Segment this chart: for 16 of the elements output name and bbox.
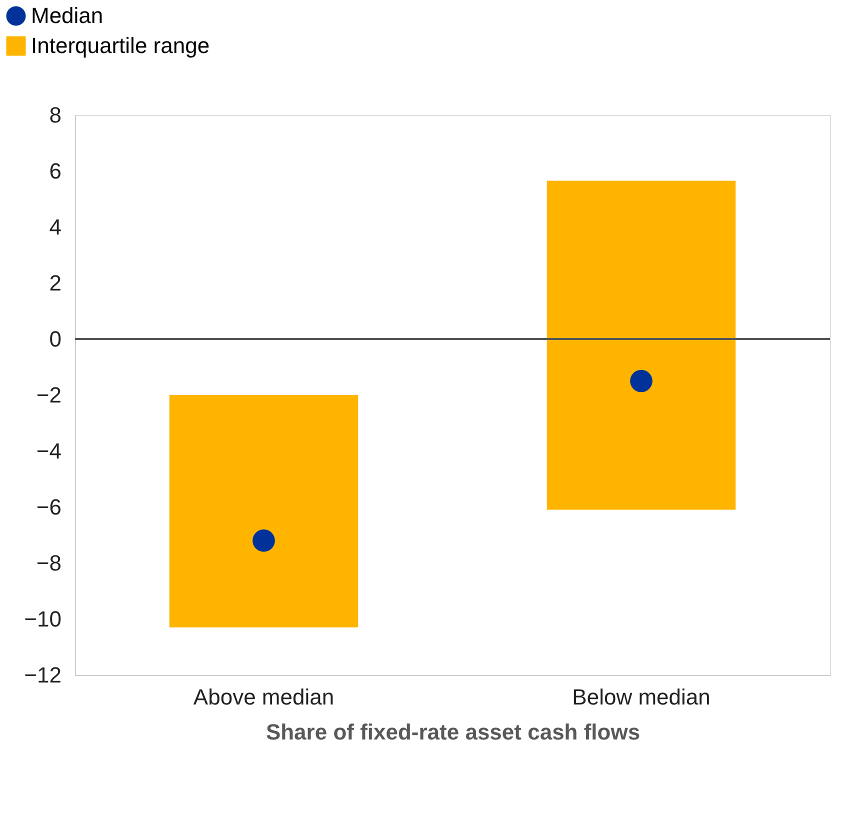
y-tick-label: −6 xyxy=(36,494,62,520)
x-tick-label: Below median xyxy=(572,684,710,710)
y-tick-label: −4 xyxy=(36,438,62,464)
x-tick-label: Above median xyxy=(193,684,334,710)
x-axis-title: Share of fixed-rate asset cash flows xyxy=(266,720,640,744)
y-tick-label: −10 xyxy=(24,606,62,632)
y-tick-label: −12 xyxy=(24,662,62,688)
y-tick-label: 0 xyxy=(49,326,62,352)
y-tick-label: 2 xyxy=(49,270,62,296)
y-tick-label: −8 xyxy=(36,550,62,576)
y-tick-label: 8 xyxy=(49,102,62,128)
y-tick-label: 6 xyxy=(49,158,62,184)
legend-label: Interquartile range xyxy=(31,33,210,58)
y-tick-label: −2 xyxy=(36,382,62,408)
legend-label: Median xyxy=(31,3,104,28)
y-tick-label: 4 xyxy=(49,214,62,240)
